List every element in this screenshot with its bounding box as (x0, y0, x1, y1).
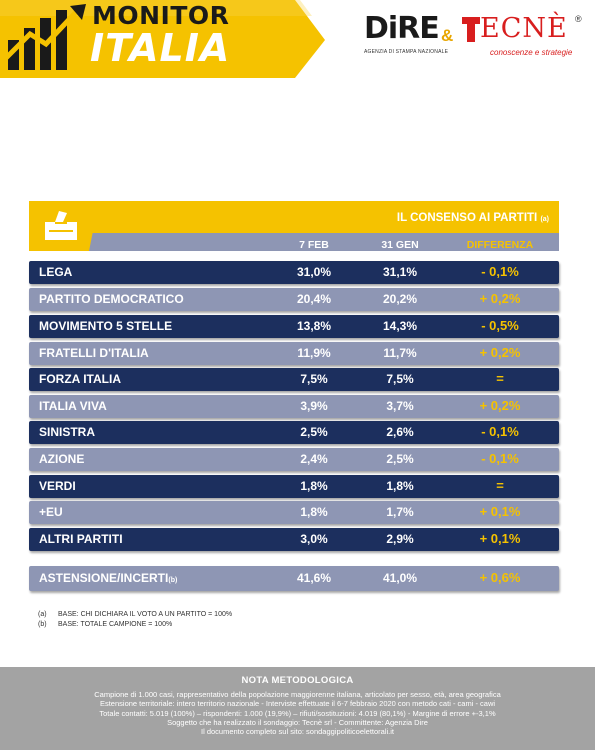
rising-bars-icon (4, 4, 86, 70)
header: MONITOR ITALIA DiRE AGENZIA DI STAMPA NA… (0, 0, 595, 80)
value-7feb: 20,4% (296, 292, 332, 306)
footnote: (a) BASE: CHI DICHIARA IL VOTO A UN PARTI… (38, 610, 232, 620)
table-row: MOVIMENTO 5 STELLE 13,8% 14,3% - 0,5% (29, 315, 559, 338)
methodology-title: NOTA METODOLOGICA (241, 675, 354, 686)
value-difference: + 0,1% (479, 531, 521, 546)
value-31gen: 31,1% (382, 265, 418, 279)
value-difference: = (496, 371, 504, 386)
value-31gen: 2,5% (386, 452, 414, 466)
value-31gen: 11,7% (383, 346, 417, 360)
value-difference: = (496, 478, 504, 493)
dire-logo: DiRE AGENZIA DI STAMPA NAZIONALE (364, 11, 448, 58)
party-name: LEGA (39, 265, 73, 279)
value-31gen: 3,7% (386, 399, 414, 413)
methodology-line: Il documento completo sul sito: sondaggi… (200, 727, 395, 737)
table-title-note: (a) (540, 216, 549, 223)
table-row: +EU 1,8% 1,7% + 0,1% (29, 501, 559, 524)
table-title: IL CONSENSO AI PARTITI (a) (397, 212, 549, 224)
table-row: LEGA 31,0% 31,1% - 0,1% (29, 261, 559, 284)
tecne-logo-text: ECNÈ (480, 13, 568, 44)
table-row: ITALIA VIVA 3,9% 3,7% + 0,2% (29, 395, 559, 418)
header-banner (0, 0, 325, 78)
party-name: MOVIMENTO 5 STELLE (39, 319, 173, 333)
party-name: ITALIA VIVA (39, 399, 107, 413)
value-difference: - 0,1% (481, 264, 519, 279)
party-name: FORZA ITALIA (39, 372, 121, 386)
methodology-line: Estensione territoriale: intero territor… (99, 699, 496, 709)
table-row: AZIONE 2,4% 2,5% - 0,1% (29, 448, 559, 471)
abstention-label: ASTENSIONE/INCERTI(b) (39, 571, 177, 585)
methodology-line: Soggetto che ha realizzato il sondaggio:… (167, 717, 428, 727)
value-31gen: 2,9% (386, 532, 414, 546)
table-row: FRATELLI D'ITALIA 11,9% 11,7% + 0,2% (29, 342, 559, 365)
dire-logo-text: DiRE (364, 11, 440, 46)
logo-italia-text: ITALIA (90, 26, 231, 70)
table-row: PARTITO DEMOCRATICO 20,4% 20,2% + 0,2% (29, 288, 559, 311)
logo-monitor-text: MONITOR (92, 1, 230, 30)
party-name: +EU (39, 505, 63, 519)
table-row: ALTRI PARTITI 3,0% 2,9% + 0,1% (29, 528, 559, 551)
abstention-row: ASTENSIONE/INCERTI(b) 41,6% 41,0% + 0,6% (29, 566, 559, 591)
value-7feb: 1,8% (300, 505, 328, 519)
value-31gen: 1,8% (386, 479, 414, 493)
value-7feb: 41,6% (296, 571, 332, 585)
table-row: VERDI 1,8% 1,8% = (29, 475, 559, 498)
footnote-text: BASE: TOTALE CAMPIONE = 100% (58, 621, 173, 628)
value-7feb: 3,0% (300, 532, 328, 546)
value-31gen: 41,0% (382, 571, 418, 585)
party-name: FRATELLI D'ITALIA (39, 346, 149, 360)
value-7feb: 7,5% (300, 372, 328, 386)
value-difference: + 0,1% (479, 504, 521, 519)
column-header-7feb: 7 FEB (299, 239, 329, 251)
table-title-text: IL CONSENSO AI PARTITI (396, 212, 538, 224)
value-7feb: 31,0% (296, 265, 332, 279)
value-31gen: 20,2% (382, 292, 418, 306)
value-31gen: 1,7% (386, 505, 414, 519)
value-7feb: 11,9% (297, 346, 331, 360)
footnote: (b) BASE: TOTALE CAMPIONE = 100% (38, 620, 232, 630)
party-name: AZIONE (39, 452, 85, 466)
value-31gen: 2,6% (386, 425, 414, 439)
footnotes: (a) BASE: CHI DICHIARA IL VOTO A UN PARTI… (38, 610, 232, 630)
abstention-label-text: ASTENSIONE/INCERTI (39, 571, 169, 585)
ballot-box-icon (45, 211, 77, 240)
value-7feb: 2,5% (300, 425, 328, 439)
value-difference: - 0,1% (481, 424, 519, 439)
column-header-31gen: 31 GEN (381, 239, 419, 251)
footnote-text: BASE: CHI DICHIARA IL VOTO A UN PARTITO … (58, 611, 233, 618)
tecne-registered-mark: ® (575, 14, 582, 24)
abstention-label-note: (b) (168, 577, 178, 584)
value-difference: - 0,5% (481, 318, 519, 333)
methodology-line: Totale contatti: 5.019 (100%) – risponde… (99, 708, 496, 718)
tecne-logo: ECNÈ ® conoscenze e strategie (462, 12, 587, 58)
methodology-note: NOTA METODOLOGICA Campione di 1.000 casi… (0, 667, 595, 750)
value-31gen: 7,5% (386, 372, 414, 386)
value-difference: + 0,2% (479, 345, 521, 360)
table-header: IL CONSENSO AI PARTITI (a) 7 FEB 31 GEN … (29, 201, 559, 251)
footnote-key: (a) (38, 611, 47, 618)
value-7feb: 3,9% (300, 399, 328, 413)
table-row: SINISTRA 2,5% 2,6% - 0,1% (29, 421, 559, 444)
value-difference: + 0,2% (479, 291, 521, 306)
value-difference: - 0,1% (481, 451, 519, 466)
value-31gen: 14,3% (382, 319, 418, 333)
table-row: FORZA ITALIA 7,5% 7,5% = (29, 368, 559, 391)
ampersand: & (441, 26, 454, 45)
methodology-line: Campione di 1.000 casi, rappresentativo … (94, 690, 501, 699)
tecne-logo-subtitle: conoscenze e strategie (490, 48, 573, 57)
value-difference: + 0,6% (479, 570, 521, 585)
party-name: ALTRI PARTITI (39, 532, 123, 546)
value-difference: + 0,2% (479, 398, 521, 413)
footnote-key: (b) (38, 621, 47, 628)
value-7feb: 13,8% (296, 319, 332, 333)
value-7feb: 1,8% (300, 479, 328, 493)
column-header-differenza: DIFFERENZA (466, 239, 534, 251)
value-7feb: 2,4% (300, 452, 328, 466)
tecne-t-glyph-icon (462, 17, 480, 42)
party-name: PARTITO DEMOCRATICO (39, 292, 184, 306)
dire-logo-subtitle: AGENZIA DI STAMPA NAZIONALE (364, 49, 449, 55)
party-name: VERDI (39, 479, 76, 493)
party-name: SINISTRA (39, 425, 96, 439)
